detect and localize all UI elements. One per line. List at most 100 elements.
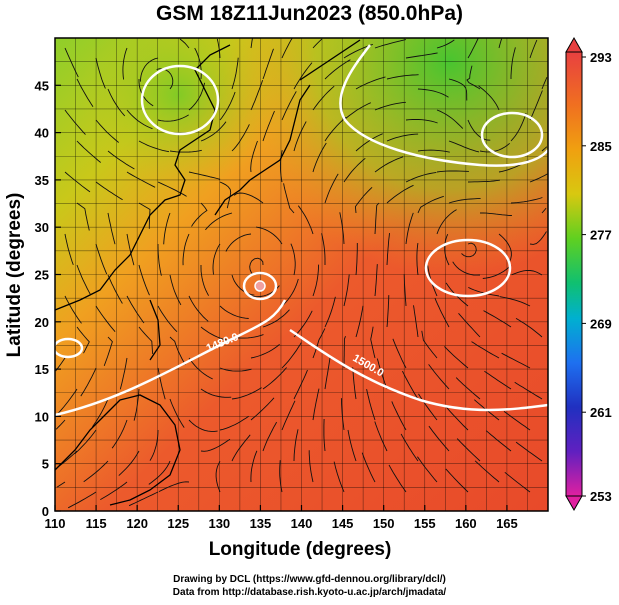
streamline: [138, 264, 150, 296]
streamline: [215, 461, 221, 493]
streamline: [250, 80, 264, 111]
streamline: [386, 74, 419, 80]
streamline: [529, 231, 547, 245]
streamline: [333, 461, 345, 493]
streamline: [118, 450, 140, 476]
streamline: [250, 38, 253, 49]
streamline: [126, 233, 135, 266]
streamline: [312, 38, 323, 49]
streamline: [231, 57, 239, 90]
streamline: [56, 481, 66, 488]
streamline: [484, 370, 512, 390]
streamline: [200, 326, 230, 342]
streamline: [138, 202, 151, 229]
streamline: [428, 425, 450, 452]
streamline: [293, 62, 313, 90]
y-axis-label: Latitude (degrees): [4, 193, 25, 358]
streamline: [455, 377, 481, 400]
streamline: [281, 278, 299, 307]
streamline: [126, 295, 145, 324]
y-tick-label: 35: [35, 173, 49, 188]
streamline: [231, 387, 262, 400]
streamline: [479, 142, 510, 153]
streamline: [219, 305, 249, 319]
streamline: [471, 341, 500, 359]
streamline: [503, 411, 531, 431]
streamline: [188, 295, 209, 322]
streamline: [388, 464, 407, 493]
streamline: [400, 433, 419, 462]
streamline: [541, 77, 548, 90]
streamline: [405, 119, 438, 124]
coastlines: [54, 39, 361, 506]
streamline: [83, 460, 109, 483]
streamline: [347, 429, 357, 462]
streamline: [194, 47, 202, 80]
x-tick-label: 130: [208, 516, 230, 531]
streamline: [74, 429, 97, 455]
streamline: [312, 388, 320, 421]
streamline: [205, 212, 233, 231]
streamline: [250, 450, 258, 483]
streamline: [126, 109, 153, 130]
streamline: [103, 336, 113, 367]
streamline: [148, 460, 171, 485]
streamline: [324, 357, 331, 390]
x-axis-label: Longitude (degrees): [209, 539, 392, 560]
streamline: [128, 491, 159, 507]
streamline: [262, 110, 275, 142]
streamline: [323, 418, 326, 452]
streamline: [219, 181, 232, 209]
streamline: [95, 57, 106, 89]
streamline: [107, 150, 135, 170]
streamline: [468, 286, 500, 297]
streamline: [281, 342, 302, 369]
streamline: [386, 233, 390, 266]
streamline: [436, 209, 457, 235]
streamline: [511, 269, 543, 276]
streamline: [64, 233, 74, 266]
streamline: [444, 234, 450, 266]
x-tick-label: 150: [373, 516, 395, 531]
streamline: [182, 233, 190, 266]
streamline: [107, 212, 116, 245]
streamline: [200, 121, 227, 142]
streamline: [95, 119, 119, 143]
streamline: [324, 116, 347, 142]
streamline: [95, 305, 116, 332]
streamline: [149, 429, 159, 461]
streamline: [55, 419, 66, 430]
colorbar-tick-label: 269: [590, 316, 612, 331]
streamline: [67, 491, 97, 509]
streamline: [417, 195, 444, 214]
streamline: [107, 274, 123, 304]
streamline: [391, 401, 407, 431]
streamline: [324, 173, 339, 204]
x-tick-label: 145: [332, 516, 354, 531]
streamline: [76, 264, 91, 295]
x-tick-label: 125: [167, 516, 189, 531]
streamline: [514, 381, 543, 400]
streamline: [501, 352, 531, 369]
streamline: [480, 212, 512, 216]
streamline: [281, 37, 293, 59]
streamline: [417, 456, 438, 483]
x-tick-labels: 110 115 120 125 130 135 140 145 150 155 160 165: [45, 505, 518, 531]
streamline: [308, 450, 314, 483]
streamline: [482, 264, 512, 279]
streamline: [250, 140, 258, 173]
streamline: [374, 421, 388, 452]
streamline: [179, 38, 190, 49]
streamline: [76, 78, 94, 107]
streamline: [312, 142, 327, 173]
streamline: [355, 76, 386, 90]
streamline: [448, 140, 480, 153]
streamline: [386, 133, 419, 142]
streamline: [107, 88, 126, 117]
credit-line: Data from http://database.rish.kyoto-u.a…: [172, 587, 447, 598]
streamline: [169, 274, 182, 306]
streamline: [418, 393, 438, 421]
streamline: [119, 357, 128, 390]
streamline: [498, 233, 512, 262]
streamline: [76, 140, 101, 163]
